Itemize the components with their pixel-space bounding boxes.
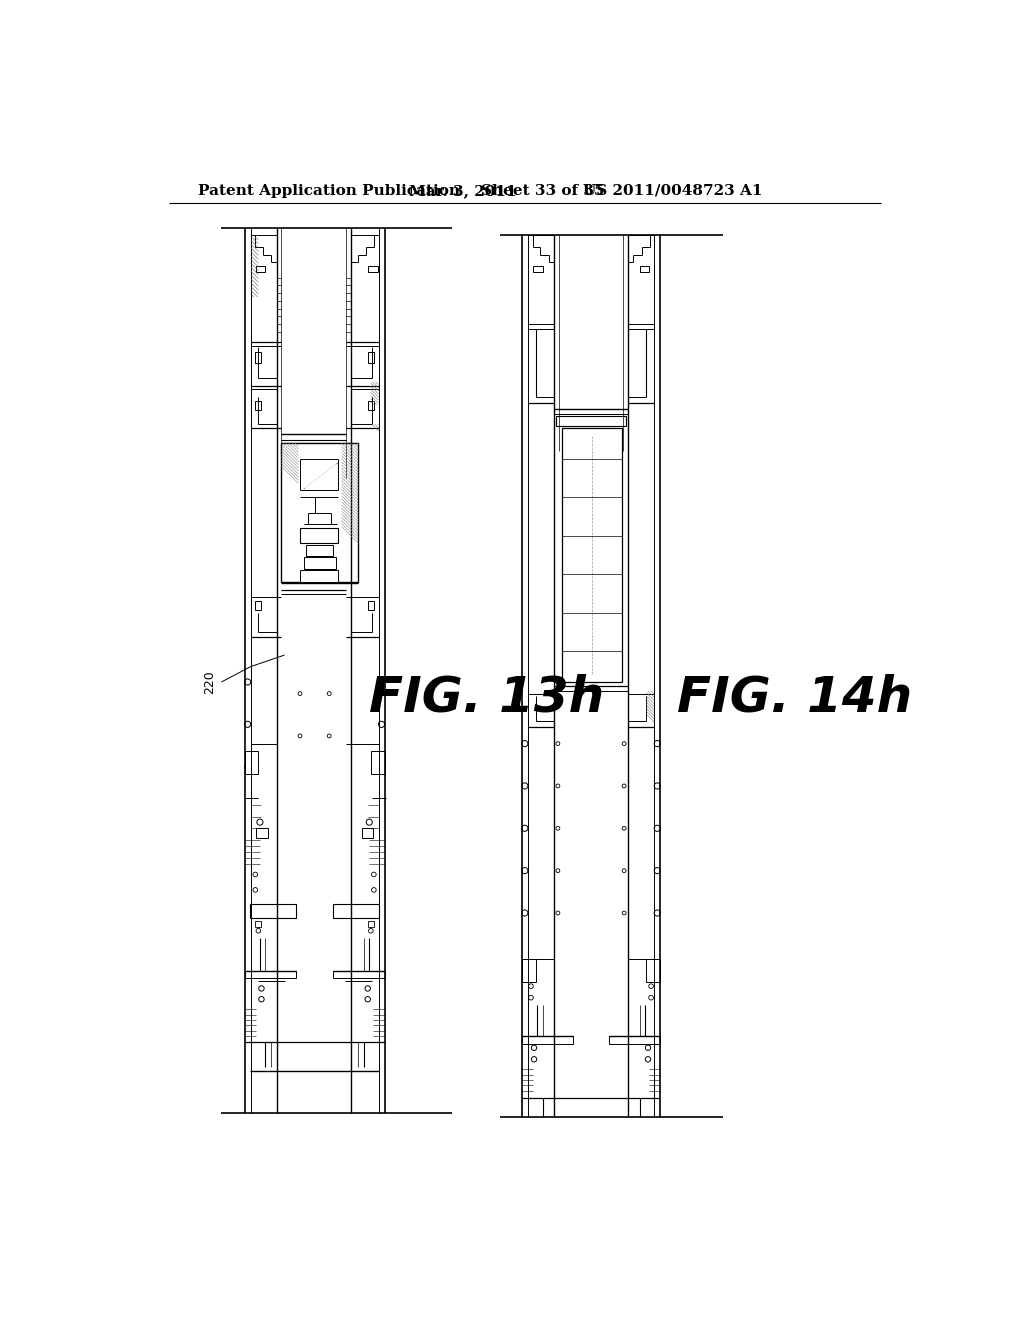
Bar (306, 545, 333, 557)
Circle shape (379, 721, 385, 727)
Text: FIG. 13h: FIG. 13h (370, 673, 604, 722)
Bar (534, 267, 543, 272)
Circle shape (623, 826, 626, 830)
Circle shape (521, 741, 528, 747)
Circle shape (556, 869, 560, 873)
Bar (361, 829, 373, 838)
Bar (333, 970, 385, 978)
Text: Sheet 33 of 35: Sheet 33 of 35 (481, 183, 604, 198)
Circle shape (645, 1045, 650, 1051)
Circle shape (256, 928, 261, 933)
Bar (255, 401, 261, 411)
Text: US 2011/0048723 A1: US 2011/0048723 A1 (583, 183, 762, 198)
Circle shape (645, 1056, 650, 1063)
Circle shape (521, 867, 528, 874)
Circle shape (649, 995, 653, 1001)
Circle shape (253, 873, 258, 876)
Bar (368, 352, 374, 363)
Circle shape (649, 983, 653, 989)
Text: 220: 220 (204, 671, 216, 694)
Bar (255, 601, 261, 610)
Circle shape (528, 995, 534, 1001)
Bar (646, 960, 660, 982)
Circle shape (556, 911, 560, 915)
Circle shape (531, 1045, 537, 1051)
Circle shape (257, 818, 263, 825)
Bar (300, 528, 339, 544)
Bar (333, 904, 379, 917)
Polygon shape (304, 462, 337, 488)
Circle shape (298, 692, 302, 696)
Circle shape (367, 818, 373, 825)
Circle shape (623, 911, 626, 915)
Circle shape (623, 742, 626, 746)
Text: Mar. 3, 2011: Mar. 3, 2011 (410, 183, 517, 198)
Circle shape (379, 678, 385, 685)
Bar (608, 1036, 660, 1044)
Bar (521, 960, 536, 982)
Circle shape (372, 873, 376, 876)
Bar (256, 829, 267, 838)
Bar (300, 570, 339, 582)
Circle shape (245, 763, 251, 770)
Bar (368, 921, 374, 927)
Circle shape (623, 784, 626, 788)
Bar (256, 267, 265, 272)
Circle shape (298, 734, 302, 738)
Circle shape (379, 763, 385, 770)
Bar (250, 904, 296, 917)
Circle shape (328, 692, 331, 696)
Circle shape (531, 1056, 537, 1063)
Circle shape (365, 986, 371, 991)
Bar (245, 751, 258, 775)
Circle shape (654, 867, 660, 874)
Text: Patent Application Publication: Patent Application Publication (199, 183, 461, 198)
Bar (304, 557, 336, 569)
Bar (521, 1036, 573, 1044)
Circle shape (556, 742, 560, 746)
Bar (368, 401, 374, 411)
Bar (556, 416, 626, 425)
Bar (282, 444, 358, 453)
Bar (368, 601, 374, 610)
Circle shape (245, 678, 251, 685)
Bar (369, 267, 378, 272)
Circle shape (259, 997, 264, 1002)
Circle shape (654, 909, 660, 916)
Circle shape (654, 741, 660, 747)
Circle shape (245, 721, 251, 727)
Circle shape (556, 826, 560, 830)
Bar (255, 352, 261, 363)
Bar (282, 444, 358, 582)
Bar (562, 428, 622, 682)
Circle shape (654, 783, 660, 789)
Circle shape (328, 734, 331, 738)
Circle shape (259, 986, 264, 991)
Circle shape (253, 887, 258, 892)
Bar (371, 751, 385, 775)
Circle shape (521, 783, 528, 789)
Circle shape (654, 825, 660, 832)
Bar (255, 921, 261, 927)
Circle shape (372, 887, 376, 892)
Text: FIG. 14h: FIG. 14h (677, 673, 912, 722)
Circle shape (528, 983, 534, 989)
Bar (245, 970, 296, 978)
Circle shape (369, 928, 373, 933)
Bar (640, 267, 649, 272)
Circle shape (365, 997, 371, 1002)
Circle shape (521, 909, 528, 916)
Circle shape (623, 869, 626, 873)
Circle shape (556, 784, 560, 788)
Circle shape (521, 825, 528, 832)
